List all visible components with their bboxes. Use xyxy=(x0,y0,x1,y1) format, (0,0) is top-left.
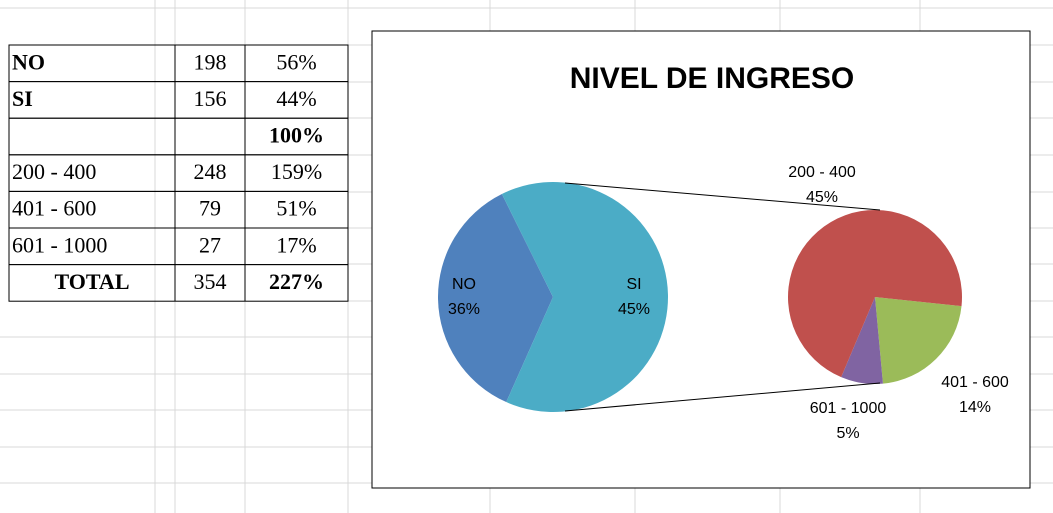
pie-slice xyxy=(438,193,553,403)
chart: NO 36% SI 45% 200 - 400 45% 401 - 600 14% 601 - … xyxy=(438,164,1009,442)
row-percent: 227% xyxy=(269,269,324,294)
row-label: 200 - 400 xyxy=(12,159,96,184)
row-percent: 56% xyxy=(276,49,316,74)
data-label-name: SI xyxy=(626,276,641,293)
pie-slice xyxy=(875,297,962,384)
row-count: 354 xyxy=(194,269,227,294)
data-label-name: 601 - 1000 xyxy=(810,400,887,417)
row-count: 156 xyxy=(194,86,227,111)
data-label-value: 45% xyxy=(618,301,650,318)
pie-slice xyxy=(501,182,668,412)
row-label: 401 - 600 xyxy=(12,196,96,221)
pie-slice xyxy=(841,297,883,384)
row-percent: 159% xyxy=(271,159,322,184)
connector-line xyxy=(564,182,881,211)
row-percent: 44% xyxy=(276,86,316,111)
data-label-value: 36% xyxy=(448,301,480,318)
row-percent: 51% xyxy=(276,196,316,221)
row-label: TOTAL xyxy=(55,269,130,294)
data-label-name: 200 - 400 xyxy=(788,164,856,181)
data-label-value: 14% xyxy=(959,399,991,416)
row-percent: 100% xyxy=(269,123,324,148)
data-table: NO 198 56% SI 156 44% 100% 200 - 400 248 159% 401 … xyxy=(8,44,349,302)
chart-title: NIVEL DE INGRESO xyxy=(570,62,855,95)
row-count: 79 xyxy=(199,196,221,221)
row-count: 248 xyxy=(194,159,227,184)
data-label-name: NO xyxy=(452,276,476,293)
data-label-value: 5% xyxy=(836,425,859,442)
table-cell-border xyxy=(8,264,349,302)
row-label: SI xyxy=(12,86,33,111)
row-count: 27 xyxy=(199,232,221,257)
row-count: 198 xyxy=(194,49,227,74)
pie-slice xyxy=(788,209,962,378)
row-percent: 17% xyxy=(276,232,316,257)
data-label-value: 45% xyxy=(806,189,838,206)
row-label: 601 - 1000 xyxy=(12,232,107,257)
row-label: NO xyxy=(12,49,45,74)
connector-line xyxy=(564,382,881,412)
data-label-name: 401 - 600 xyxy=(941,374,1009,391)
